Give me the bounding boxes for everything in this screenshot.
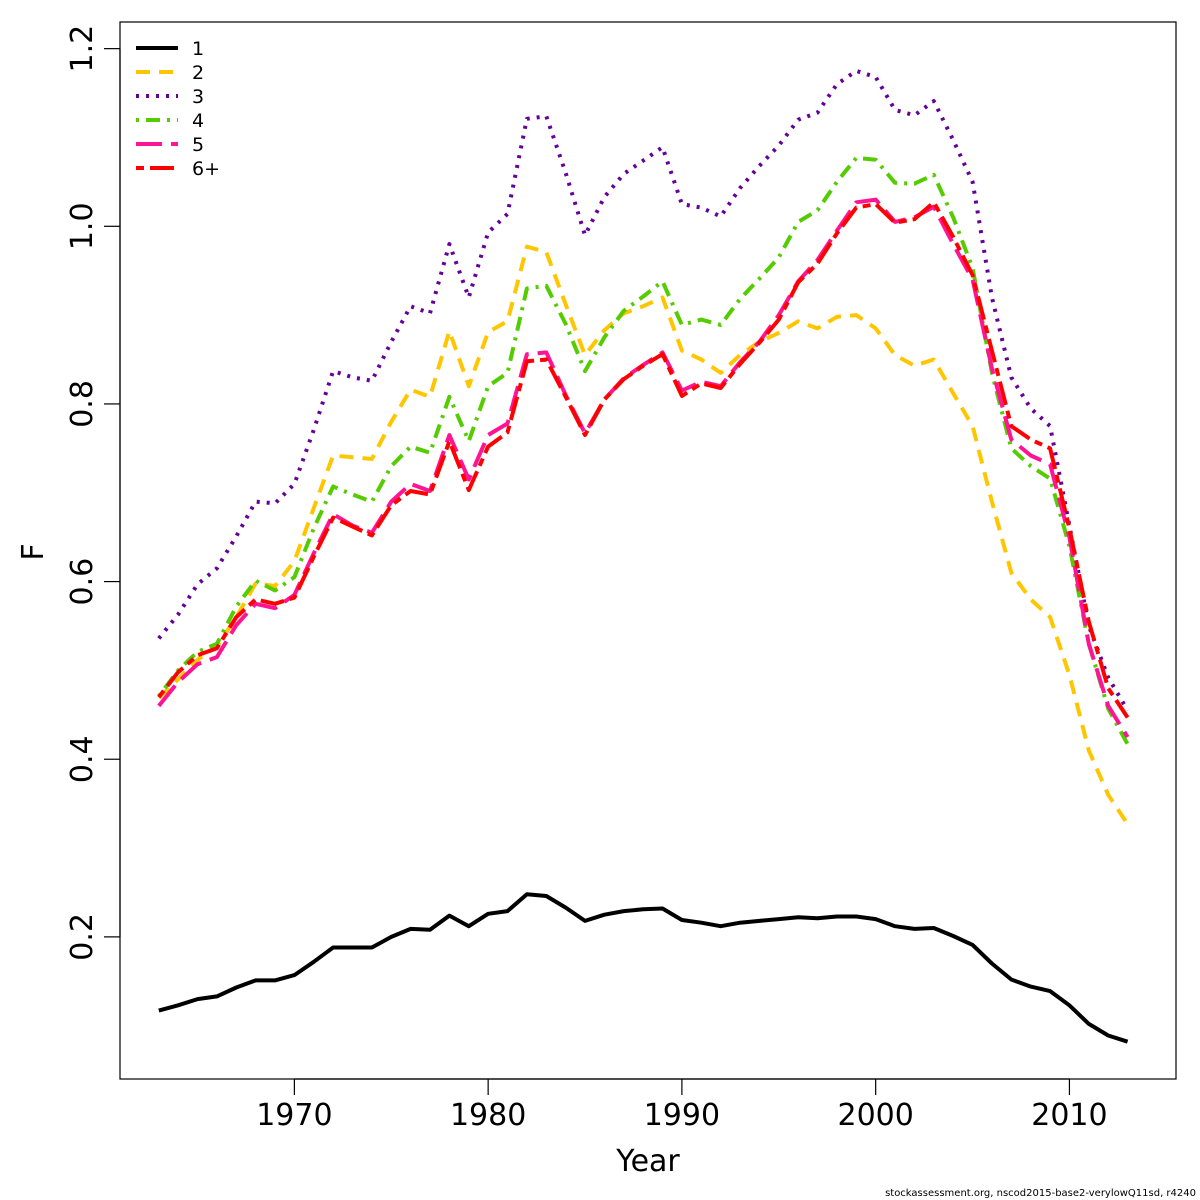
x-tick-label: 1970 bbox=[256, 1098, 332, 1133]
y-tick-label: 0.4 bbox=[65, 735, 100, 783]
legend-label: 3 bbox=[192, 86, 204, 108]
y-tick-label: 0.2 bbox=[65, 913, 100, 961]
x-axis-title: Year bbox=[615, 1144, 680, 1179]
legend-label: 4 bbox=[192, 110, 204, 132]
y-axis: 0.2 0.4 0.6 0.8 1.0 1.2 bbox=[65, 25, 121, 961]
series-line-1 bbox=[158, 892, 1129, 1044]
y-tick-label: 1.2 bbox=[65, 25, 100, 73]
x-tick-label: 2000 bbox=[837, 1098, 913, 1133]
y-tick-label: 0.6 bbox=[65, 558, 100, 606]
y-tick-label: 0.8 bbox=[65, 380, 100, 428]
footer-text: stockassessment.org, nscod2015-base2-ver… bbox=[885, 1188, 1196, 1199]
y-tick-label: 1.0 bbox=[65, 202, 100, 250]
x-tick-label: 1980 bbox=[450, 1098, 526, 1133]
legend-label: 1 bbox=[192, 38, 204, 60]
series-layer bbox=[157, 68, 1130, 1044]
plot-frame bbox=[119, 21, 1177, 1080]
x-axis: 1970 1980 1990 2000 2010 bbox=[256, 1078, 1108, 1133]
x-tick-label: 2010 bbox=[1031, 1098, 1107, 1133]
legend-label: 6+ bbox=[192, 158, 220, 180]
series-line-3 bbox=[157, 68, 1130, 712]
legend-label: 5 bbox=[192, 134, 204, 156]
series-line-4 bbox=[157, 155, 1130, 746]
x-tick-label: 1990 bbox=[644, 1098, 720, 1133]
legend-label: 2 bbox=[192, 62, 204, 84]
y-axis-title: F bbox=[16, 543, 51, 560]
series-line-6 bbox=[157, 200, 1130, 719]
series-line-5 bbox=[157, 197, 1130, 739]
series-line-2 bbox=[157, 244, 1130, 826]
